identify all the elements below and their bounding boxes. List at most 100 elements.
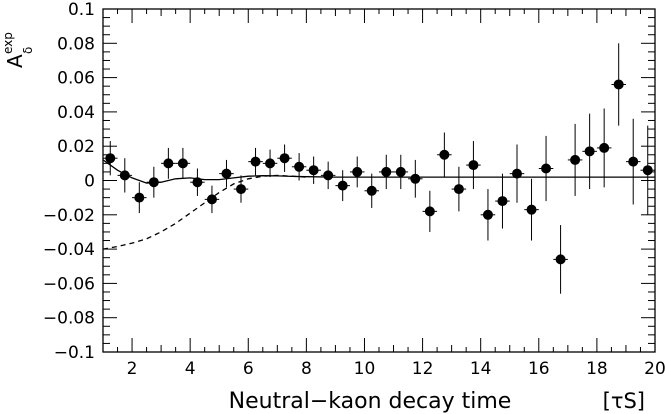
data-point: [335, 170, 350, 202]
data-marker: [555, 254, 566, 265]
x-tick-label: 14: [470, 359, 492, 379]
data-marker: [134, 192, 145, 203]
data-point: [364, 173, 379, 208]
data-marker: [119, 170, 130, 181]
data-point: [117, 158, 133, 193]
data-point: [509, 144, 525, 203]
y-tick-label: 0.06: [57, 69, 95, 89]
y-tick-label: 0.02: [57, 137, 95, 157]
data-point: [262, 149, 278, 178]
data-marker: [613, 79, 624, 90]
data-marker: [279, 153, 290, 164]
data-marker: [294, 161, 305, 172]
y-tick-label: −0.06: [43, 274, 95, 294]
x-axis-unit: [τS]: [603, 389, 645, 413]
data-marker: [221, 168, 232, 179]
data-marker: [395, 166, 406, 177]
data-marker: [424, 206, 435, 217]
y-axis-title-superscript: exp: [1, 32, 15, 54]
data-point: [349, 156, 365, 188]
data-marker: [236, 184, 246, 195]
data-point: [379, 154, 394, 190]
y-axis-title-main: A: [3, 54, 27, 68]
data-point: [233, 175, 249, 203]
x-tick-label: 18: [586, 359, 608, 379]
data-marker: [323, 170, 334, 181]
data-marker: [337, 180, 348, 191]
data-marker: [599, 142, 610, 153]
y-tick-label: −0.08: [43, 309, 95, 329]
axis-ticks: [102, 8, 656, 353]
data-point: [204, 185, 220, 214]
data-marker: [206, 194, 217, 205]
data-point: [611, 43, 626, 126]
y-axis-title: A δ exp: [1, 32, 35, 68]
data-marker: [352, 166, 363, 177]
data-point: [219, 159, 234, 188]
data-point: [161, 147, 176, 179]
data-point: [625, 118, 641, 205]
data-point: [567, 123, 583, 196]
data-marker: [642, 165, 653, 176]
data-marker: [439, 149, 450, 160]
data-point: [466, 141, 481, 190]
x-tick-label: 20: [644, 359, 665, 379]
x-tick-label: 8: [301, 359, 312, 379]
x-tick-label: 2: [127, 359, 138, 379]
y-tick-label: −0.02: [43, 206, 95, 226]
y-axis-title-subscript: δ: [21, 47, 35, 54]
data-marker: [250, 156, 261, 167]
x-tick-label: 6: [243, 359, 254, 379]
data-point: [306, 156, 321, 184]
x-tick-labels: 2 4 6 8 10 12 14 16 18 20: [127, 359, 665, 379]
y-tick-label: −0.04: [43, 240, 95, 260]
fit-curves: [102, 159, 655, 250]
x-axis-title: Neutral−kaon decay time: [229, 389, 512, 414]
y-tick-labels: −0.1 −0.08 −0.06 −0.04 −0.02 0 0.02 0.04 0.06 0.0…: [43, 0, 95, 363]
data-point: [437, 132, 452, 178]
y-tick-label: −0.1: [54, 343, 95, 363]
data-point: [103, 141, 118, 176]
data-point: [582, 113, 597, 190]
data-marker: [541, 163, 552, 174]
data-point: [132, 182, 147, 214]
y-tick-label: 0.1: [68, 0, 95, 20]
plot-frame: [102, 8, 656, 353]
y-tick-label: 0: [84, 172, 95, 192]
data-marker: [265, 158, 276, 169]
data-marker: [177, 158, 188, 169]
data-point: [640, 125, 655, 215]
data-marker: [584, 146, 595, 157]
x-tick-label: 16: [528, 359, 550, 379]
data-point: [320, 161, 336, 190]
data-marker: [512, 168, 522, 179]
data-points: [103, 43, 655, 294]
data-point: [291, 153, 307, 181]
data-point: [451, 166, 467, 212]
data-point: [495, 173, 510, 229]
data-marker: [468, 160, 479, 171]
data-marker: [570, 154, 581, 165]
data-point: [408, 159, 423, 198]
data-point: [248, 147, 263, 176]
x-tick-label: 4: [185, 359, 196, 379]
data-marker: [410, 173, 421, 184]
data-point: [480, 189, 496, 241]
data-marker: [497, 196, 508, 207]
data-marker: [453, 184, 464, 195]
data-point: [596, 108, 612, 188]
x-tick-label: 12: [412, 359, 434, 379]
data-point: [553, 225, 568, 294]
data-marker: [105, 153, 116, 164]
data-marker: [308, 165, 319, 176]
data-marker: [192, 177, 203, 188]
data-marker: [482, 209, 493, 220]
data-point: [538, 135, 554, 202]
y-tick-label: 0.04: [57, 103, 95, 123]
data-marker: [366, 185, 377, 196]
y-tick-label: 0.08: [57, 34, 95, 54]
data-point: [146, 166, 162, 198]
data-marker: [381, 166, 392, 177]
data-marker: [526, 204, 537, 215]
